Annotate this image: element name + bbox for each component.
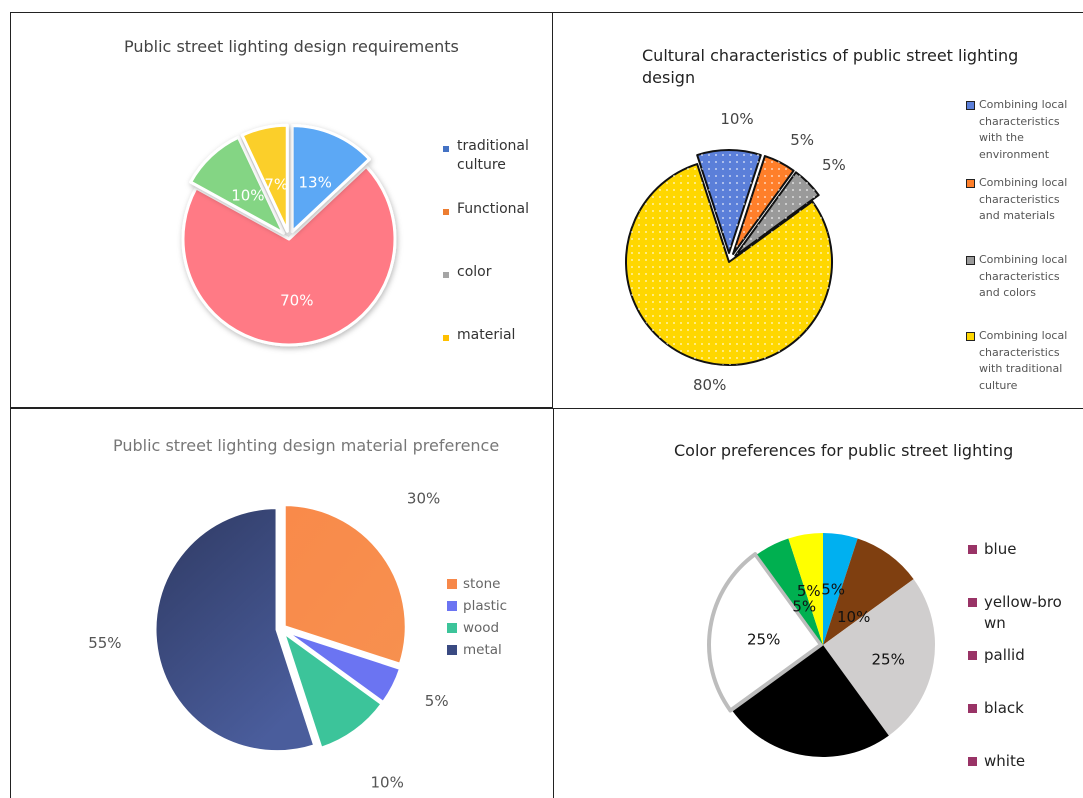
data-label: 10%: [720, 110, 753, 128]
chart-title: Public street lighting design material p…: [113, 436, 500, 455]
data-label: 7%: [264, 175, 288, 193]
legend-label: stone: [463, 576, 501, 592]
chart-panel-color-preferences: Color preferences for public street ligh…: [553, 408, 1083, 798]
pie-slice: [281, 630, 384, 750]
legend-swatch: [443, 335, 449, 341]
legend-label: pallid: [984, 646, 1025, 664]
legend-swatch: [968, 651, 977, 660]
chart-legend: traditional culture Functional color mat…: [441, 137, 551, 367]
chart-legend: stone plastic wood metal: [447, 574, 547, 664]
pie-slice: [823, 579, 935, 736]
legend-label: Combining local characteristics and colo…: [979, 253, 1068, 299]
legend-swatch: [447, 601, 457, 611]
legend-swatch: [966, 332, 975, 341]
data-label: 5%: [790, 131, 814, 149]
pie-chart: 30% 5% 10% 55%: [88, 490, 449, 792]
legend-label: Combining local characteristics with tra…: [979, 329, 1068, 392]
legend-label: Combining local characteristics and mate…: [979, 176, 1068, 222]
legend-swatch: [443, 146, 449, 152]
legend-label: traditional culture: [457, 138, 529, 173]
data-label: 10%: [837, 608, 870, 626]
pie-slice: [290, 124, 371, 234]
data-label: 80%: [693, 376, 726, 394]
data-label: 10%: [371, 773, 404, 791]
legend-label: Combining local characteristics with the…: [979, 98, 1068, 161]
pie-slice: [181, 164, 397, 347]
legend-swatch: [968, 704, 977, 713]
data-label: 30%: [407, 490, 440, 508]
data-label: 10%: [231, 186, 264, 204]
data-label: 55%: [88, 634, 121, 652]
chart-panel-design-requirements: Public street lighting design requiremen…: [10, 12, 553, 408]
legend-label: blue: [984, 540, 1017, 558]
pie-slice: [153, 506, 317, 754]
legend-label: plastic: [463, 598, 508, 614]
legend-label: yellow-bro wn: [984, 593, 1062, 632]
pie-slice: [788, 533, 823, 645]
data-label: 5%: [821, 581, 845, 599]
legend-swatch: [447, 623, 457, 633]
legend-swatch: [968, 545, 977, 554]
chart-legend: blue yellow-bro wn pallid black white: [968, 539, 1083, 779]
legend-label: metal: [463, 642, 502, 658]
pie-slice: [757, 538, 823, 645]
legend-label: color: [457, 264, 492, 280]
pie-chart: 80% 10% 5% 5%: [625, 110, 846, 394]
pie-slice: [732, 645, 889, 757]
pie-chart: 5%10%25%25%5%5%: [707, 533, 935, 757]
legend-label: Functional: [457, 201, 530, 217]
chart-title: Color preferences for public street ligh…: [674, 441, 1014, 460]
pie-slice-texture: [625, 164, 832, 365]
pie-slice: [240, 123, 289, 233]
data-label: 25%: [747, 631, 780, 649]
legend-swatch: [966, 179, 975, 188]
pie-slice-texture: [735, 172, 819, 256]
legend-swatch: [966, 101, 975, 110]
data-label: 25%: [872, 650, 905, 668]
legend-swatch: [968, 757, 977, 766]
legend-swatch: [447, 645, 457, 655]
legend-swatch: [968, 598, 977, 607]
chart-title: Cultural characteristics of public stree…: [642, 46, 1019, 87]
chart-legend: Combining local characteristics with the…: [966, 97, 1083, 397]
legend-label: white: [984, 752, 1026, 770]
legend-swatch: [443, 272, 449, 278]
pie-slice-texture: [733, 156, 794, 254]
pie-slice: [283, 629, 403, 705]
pie-slice: [823, 538, 914, 645]
chart-panel-cultural-characteristics: Cultural characteristics of public stree…: [553, 12, 1083, 408]
legend-label: wood: [463, 620, 500, 636]
legend-swatch: [443, 209, 449, 215]
data-label: 5%: [425, 692, 449, 710]
legend-swatch: [966, 256, 975, 265]
pie-slice-texture: [697, 149, 761, 253]
chart-panel-material-preference: Public street lighting design material p…: [10, 408, 553, 798]
data-label: 5%: [797, 582, 821, 600]
pie-slice: [189, 135, 286, 235]
pie-slice: [823, 533, 858, 645]
chart-title: Public street lighting design requiremen…: [124, 37, 459, 56]
data-label: 13%: [299, 173, 332, 191]
data-label: 5%: [822, 156, 846, 174]
legend-label: material: [457, 327, 516, 343]
data-label: 5%: [792, 597, 816, 615]
pie-slice: [282, 503, 408, 666]
legend-label: black: [984, 699, 1024, 717]
pie-chart: 70% 13% 10%7%: [181, 123, 397, 347]
legend-swatch: [447, 579, 457, 589]
pie-slice: [707, 552, 824, 713]
data-label: 70%: [280, 292, 313, 310]
